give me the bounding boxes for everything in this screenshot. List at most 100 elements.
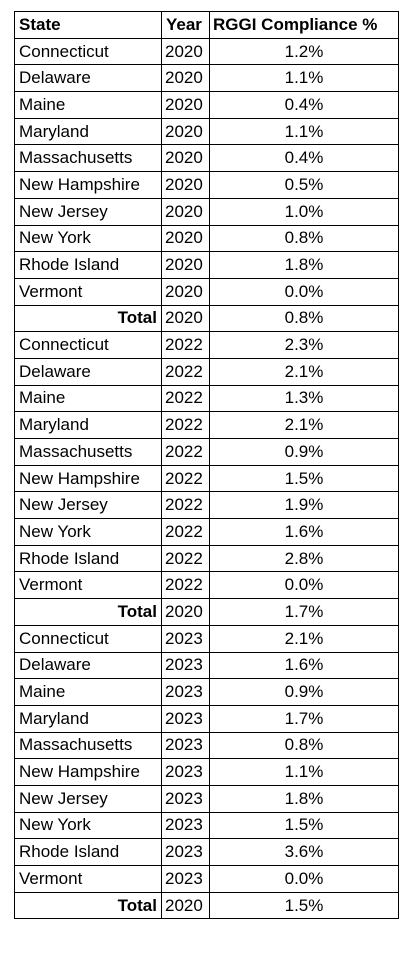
table-row: Maine 2022 1.3% [14,384,399,413]
year-cell: 2020 [161,197,210,226]
year-cell: 2020 [161,251,210,279]
header-row: State Year RGGI Compliance % [14,11,399,39]
year-cell: 2022 [161,491,210,520]
year-cell: 2023 [161,624,210,653]
state-cell: Maryland [14,411,162,439]
state-cell: Maryland [14,117,162,146]
year-cell: 2023 [161,784,210,813]
table-row: Delaware 2023 1.6% [14,651,399,680]
table-row: New Hampshire 2023 1.1% [14,758,399,786]
total-label-cell: Total [14,304,162,333]
compliance-cell: 1.6% [209,518,399,546]
year-cell: 2023 [161,758,210,786]
year-cell: 2022 [161,331,210,359]
year-cell: 2022 [161,518,210,546]
table-row: New York 2020 0.8% [14,224,399,253]
compliance-cell: 1.1% [209,758,399,786]
compliance-cell: 2.3% [209,331,399,359]
year-cell: 2023 [161,811,210,840]
total-label-cell: Total [14,891,162,920]
table-row: New York 2022 1.6% [14,518,399,546]
table-row: Connecticut 2023 2.1% [14,624,399,653]
compliance-cell: 2.1% [209,357,399,386]
total-row: Total 2020 1.5% [14,891,399,920]
header-state: State [14,11,162,39]
table-row: New Jersey 2022 1.9% [14,491,399,520]
state-cell: Delaware [14,64,162,93]
year-cell: 2020 [161,304,210,333]
compliance-cell: 1.8% [209,784,399,813]
header-year: Year [161,11,210,39]
compliance-cell: 1.8% [209,251,399,279]
year-cell: 2020 [161,171,210,199]
year-cell: 2023 [161,651,210,680]
table-row: Maryland 2020 1.1% [14,117,399,146]
compliance-cell: 0.5% [209,171,399,199]
state-cell: Connecticut [14,331,162,359]
year-cell: 2020 [161,117,210,146]
state-cell: New York [14,224,162,253]
compliance-cell: 0.8% [209,224,399,253]
state-cell: New Jersey [14,197,162,226]
state-cell: New Jersey [14,491,162,520]
state-cell: Maine [14,384,162,413]
year-cell: 2022 [161,571,210,600]
year-cell: 2023 [161,865,210,893]
table-row: New Jersey 2023 1.8% [14,784,399,813]
state-cell: Delaware [14,651,162,680]
year-cell: 2023 [161,731,210,760]
compliance-cell: 1.7% [209,598,399,626]
total-row: Total 2020 0.8% [14,304,399,333]
table-row: Rhode Island 2022 2.8% [14,544,399,573]
compliance-cell: 3.6% [209,838,399,866]
state-cell: Rhode Island [14,838,162,866]
table-row: New Jersey 2020 1.0% [14,197,399,226]
state-cell: Maine [14,91,162,119]
table-row: Maryland 2023 1.7% [14,704,399,733]
state-cell: Vermont [14,865,162,893]
compliance-cell: 1.5% [209,891,399,920]
rggi-compliance-table: State Year RGGI Compliance % Connecticut… [14,11,399,920]
table-row: Vermont 2020 0.0% [14,277,399,306]
table-body: Connecticut 2020 1.2% Delaware 2020 1.1% Maine… [14,37,399,920]
compliance-cell: 0.8% [209,304,399,333]
state-cell: New Hampshire [14,171,162,199]
compliance-cell: 2.1% [209,624,399,653]
year-cell: 2023 [161,838,210,866]
state-cell: Vermont [14,277,162,306]
compliance-cell: 1.2% [209,37,399,66]
compliance-cell: 0.4% [209,144,399,173]
state-cell: Massachusetts [14,144,162,173]
year-cell: 2022 [161,544,210,573]
state-cell: Rhode Island [14,251,162,279]
year-cell: 2020 [161,64,210,93]
state-cell: Rhode Island [14,544,162,573]
table-row: Connecticut 2020 1.2% [14,37,399,66]
table-row: Rhode Island 2020 1.8% [14,251,399,279]
table-row: Massachusetts 2022 0.9% [14,438,399,466]
table-row: Connecticut 2022 2.3% [14,331,399,359]
compliance-cell: 1.5% [209,464,399,493]
state-cell: New York [14,811,162,840]
state-cell: Maine [14,678,162,706]
table-row: New Hampshire 2020 0.5% [14,171,399,199]
state-cell: Connecticut [14,37,162,66]
year-cell: 2022 [161,357,210,386]
total-row: Total 2020 1.7% [14,598,399,626]
compliance-cell: 1.7% [209,704,399,733]
state-cell: New Hampshire [14,464,162,493]
table-row: Delaware 2022 2.1% [14,357,399,386]
state-cell: New York [14,518,162,546]
year-cell: 2020 [161,144,210,173]
compliance-cell: 0.0% [209,571,399,600]
table-row: Vermont 2023 0.0% [14,865,399,893]
compliance-table-container: State Year RGGI Compliance % Connecticut… [14,11,399,920]
compliance-cell: 0.8% [209,731,399,760]
year-cell: 2020 [161,224,210,253]
year-cell: 2020 [161,891,210,920]
compliance-cell: 1.1% [209,64,399,93]
table-row: Maine 2020 0.4% [14,91,399,119]
year-cell: 2020 [161,598,210,626]
compliance-cell: 1.6% [209,651,399,680]
state-cell: Maryland [14,704,162,733]
